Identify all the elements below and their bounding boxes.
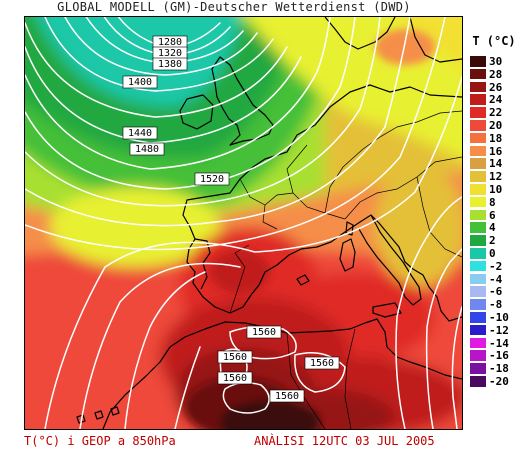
legend-label: 6 — [489, 208, 496, 222]
legend-label: -6 — [489, 285, 503, 299]
isoline-label-text: 1560 — [252, 327, 276, 338]
legend-label: 28 — [489, 67, 503, 81]
isoline-label-text: 1480 — [135, 144, 159, 155]
legend-swatch — [470, 260, 486, 272]
legend-label: -18 — [489, 362, 509, 376]
legend-swatch — [470, 56, 486, 67]
isoline-label-text: 1560 — [275, 391, 299, 402]
legend-label: 16 — [489, 144, 503, 158]
isoline-label-1560: 1560 — [269, 389, 305, 403]
legend-label: 10 — [489, 183, 503, 196]
legend-label: 20 — [489, 119, 503, 132]
isoline-label-1480: 1480 — [129, 142, 165, 156]
isoline-label-1280: 1280 — [152, 35, 188, 49]
legend-swatch — [470, 286, 486, 297]
isoline-label-text: 1320 — [158, 48, 182, 59]
legend-swatch — [470, 350, 486, 361]
footer-analysis-time: ANÀLISI 12UTC 03 JUL 2005 — [254, 434, 435, 448]
legend-label: 0 — [489, 247, 496, 260]
legend-label: 26 — [489, 80, 503, 94]
legend-label: 18 — [489, 131, 503, 145]
legend-swatch — [470, 235, 486, 246]
weather-map: 1280 1320 1380 1400 1440 1480 1520 1560 — [24, 16, 463, 430]
legend-swatch — [470, 120, 486, 131]
legend-label: 2 — [489, 234, 496, 248]
isoline-label-text: 1280 — [158, 37, 182, 48]
isoline-label-text: 1400 — [128, 77, 152, 88]
legend-label: 22 — [489, 106, 503, 120]
legend-swatch — [470, 107, 486, 118]
legend-swatch — [470, 376, 486, 387]
isoline-label-text: 1560 — [223, 352, 247, 363]
isoline-label-1560: 1560 — [304, 356, 340, 370]
legend-swatch — [470, 337, 486, 349]
legend-swatch — [470, 171, 486, 182]
legend-label: -12 — [489, 323, 509, 337]
isoline-label-text: 1380 — [158, 59, 182, 70]
legend-title: T (°C) — [472, 34, 516, 48]
legend-swatch — [470, 81, 486, 93]
map-title: GLOBAL MODELL (GM)-Deutscher Wetterdiens… — [57, 0, 411, 14]
isoline-label-text: 1440 — [128, 128, 152, 139]
isoline-label-1400: 1400 — [122, 75, 158, 89]
legend-label: -14 — [489, 336, 509, 350]
footer-variable: T(°C) i GEOP a 850hPa — [24, 434, 176, 448]
legend-label: 12 — [489, 170, 503, 184]
legend-label: -4 — [489, 272, 503, 286]
legend-swatch — [470, 132, 486, 144]
legend-label: 14 — [489, 157, 503, 171]
legend-swatch — [470, 94, 486, 105]
legend-swatch — [470, 209, 486, 221]
legend-label: 8 — [489, 195, 496, 209]
isoline-label-1560: 1560 — [217, 371, 253, 385]
legend-swatch — [470, 363, 486, 374]
legend-swatch — [470, 196, 486, 208]
legend-swatch — [470, 299, 486, 310]
legend-swatch — [470, 312, 486, 323]
legend-swatch — [470, 273, 486, 285]
legend-label: -2 — [489, 259, 503, 273]
legend-label: -10 — [489, 311, 509, 324]
isoline-label-1440: 1440 — [122, 126, 158, 140]
isoline-label-text: 1560 — [310, 358, 334, 369]
legend-label: -8 — [489, 298, 503, 312]
isoline-label-1320: 1320 — [152, 46, 188, 60]
legend-swatch — [470, 222, 486, 233]
coastline — [76, 17, 462, 429]
legend-swatch — [470, 184, 486, 195]
legend-swatch — [470, 68, 486, 80]
isoline-label-1560: 1560 — [217, 350, 253, 364]
legend-swatch — [470, 158, 486, 169]
legend-label: -16 — [489, 349, 509, 363]
isoline-label-text: 1560 — [223, 373, 247, 384]
legend-label: -20 — [489, 375, 509, 388]
legend-swatch — [470, 145, 486, 157]
legend-label: 24 — [489, 93, 503, 107]
map-canvas: 1280 1320 1380 1400 1440 1480 1520 1560 — [25, 17, 462, 429]
isoline-label-1380: 1380 — [152, 57, 188, 71]
legend-swatch — [470, 248, 486, 259]
isoline-label-1560: 1560 — [246, 325, 282, 339]
isoline-label-text: 1520 — [200, 174, 224, 185]
isoline-label-1520: 1520 — [194, 172, 230, 186]
legend-swatch — [470, 324, 486, 336]
legend-label: 4 — [489, 221, 496, 235]
legend-label: 30 — [489, 55, 503, 68]
